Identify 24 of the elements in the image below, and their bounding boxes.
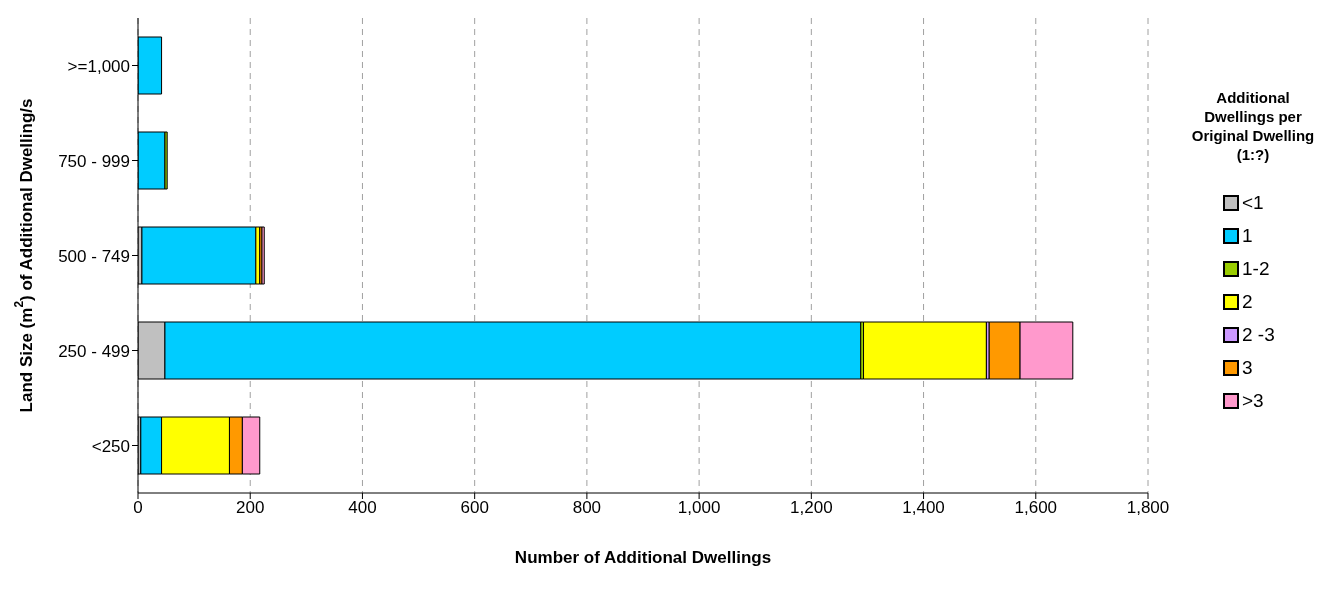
- x-tick-label: 800: [572, 498, 602, 518]
- legend-label: 1: [1242, 224, 1253, 247]
- x-tick-label: 400: [348, 498, 377, 518]
- y-tick-label: 750 - 999: [58, 151, 130, 171]
- legend-label: >3: [1242, 389, 1264, 412]
- x-axis-title: Number of Additional Dwellings: [514, 548, 772, 567]
- y-tick-label: 250 - 499: [58, 341, 130, 361]
- x-tick-label: 1,200: [790, 498, 833, 518]
- legend-label: <1: [1242, 191, 1264, 214]
- x-tick-label: 0: [133, 498, 143, 518]
- y-tick-label: <250: [91, 436, 130, 456]
- legend-label: 3: [1242, 356, 1253, 379]
- x-tick-label: 200: [236, 498, 265, 518]
- x-tick-label: 1,400: [902, 498, 945, 518]
- y-tick-label: 500 - 749: [58, 246, 130, 266]
- legend-label: 2 -3: [1242, 323, 1275, 346]
- legend-label: 1-2: [1242, 257, 1270, 280]
- x-tick-label: 600: [460, 498, 489, 518]
- x-tick-label: 1,600: [1014, 498, 1058, 518]
- x-tick-label: 1,800: [1126, 498, 1170, 518]
- x-tick-label: 1,000: [677, 498, 721, 518]
- y-tick-label: >=1,000: [67, 56, 130, 76]
- legend-title: Additional Dwellings per Original Dwelling (1:?): [1190, 88, 1316, 164]
- legend-label: 2: [1242, 290, 1253, 313]
